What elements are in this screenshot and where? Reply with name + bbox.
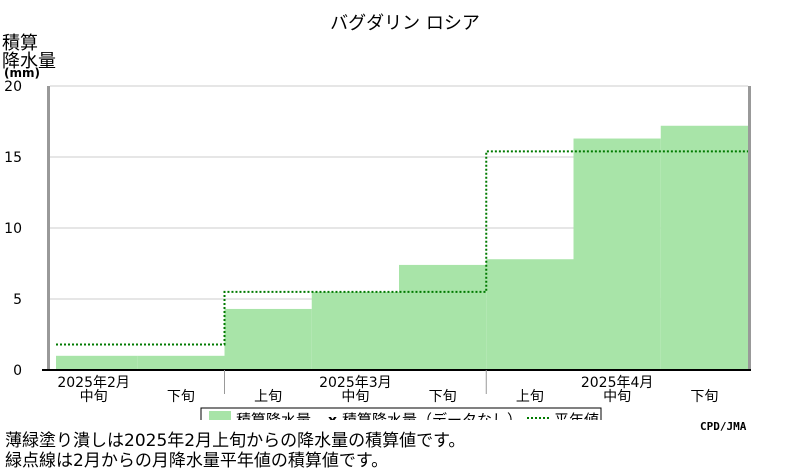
y-tick-label: 15 bbox=[4, 150, 22, 166]
y-axis-left bbox=[47, 86, 50, 370]
bar bbox=[660, 125, 748, 370]
y-axis-right bbox=[748, 86, 751, 370]
bar bbox=[137, 355, 225, 370]
x-dekad-label: 下旬 bbox=[429, 389, 457, 405]
legend-label-missing: 積算降水量（データなし） bbox=[342, 411, 522, 420]
y-axis-label-unit: (mm) bbox=[4, 66, 40, 80]
x-month-label: 2025年3月 bbox=[319, 375, 392, 391]
legend: 積算降水量 x 積算降水量（データなし） 平年値 bbox=[200, 407, 602, 420]
legend-box bbox=[200, 407, 602, 420]
bar bbox=[311, 291, 399, 370]
bar bbox=[56, 355, 138, 370]
bar bbox=[224, 308, 312, 370]
x-dekad-label: 中旬 bbox=[80, 389, 108, 405]
y-tick-label: 5 bbox=[13, 292, 22, 308]
y-tick-label: 0 bbox=[13, 363, 22, 379]
chart-title: バグダリン ロシア bbox=[330, 13, 480, 34]
bar bbox=[486, 259, 574, 370]
x-dekad-label: 下旬 bbox=[690, 389, 718, 405]
x-dekad-label: 中旬 bbox=[341, 389, 369, 405]
y-axis-label-line1: 積算 bbox=[2, 33, 38, 54]
y-tick-label: 20 bbox=[4, 79, 22, 95]
legend-missing-marker: x bbox=[328, 413, 337, 420]
x-dekad-label: 中旬 bbox=[603, 389, 631, 405]
legend-swatch-filled bbox=[209, 411, 231, 420]
x-dekad-label: 上旬 bbox=[254, 389, 282, 405]
credit: CPD/JMA bbox=[700, 420, 747, 433]
note-fill: 薄緑塗り潰しは2025年2月上旬からの降水量の積算値です。 bbox=[5, 431, 466, 451]
x-month-label: 2025年2月 bbox=[57, 375, 130, 391]
note-dotted: 緑点線は2月からの月降水量平年値の積算値です。 bbox=[5, 451, 389, 471]
precipitation-chart: バグダリン ロシア 積算 降水量 (mm) 051015202025年2月中旬下… bbox=[2, 13, 751, 420]
legend-label-filled: 積算降水量 bbox=[236, 411, 311, 420]
y-tick-label: 10 bbox=[4, 221, 22, 237]
x-dekad-label: 上旬 bbox=[516, 389, 544, 405]
x-month-label: 2025年4月 bbox=[581, 375, 654, 391]
y-axis-label-line2: 降水量 bbox=[2, 51, 56, 72]
legend-label-normal: 平年値 bbox=[554, 411, 599, 420]
bar bbox=[399, 264, 487, 370]
bar bbox=[573, 138, 661, 370]
x-dekad-label: 下旬 bbox=[167, 389, 195, 405]
